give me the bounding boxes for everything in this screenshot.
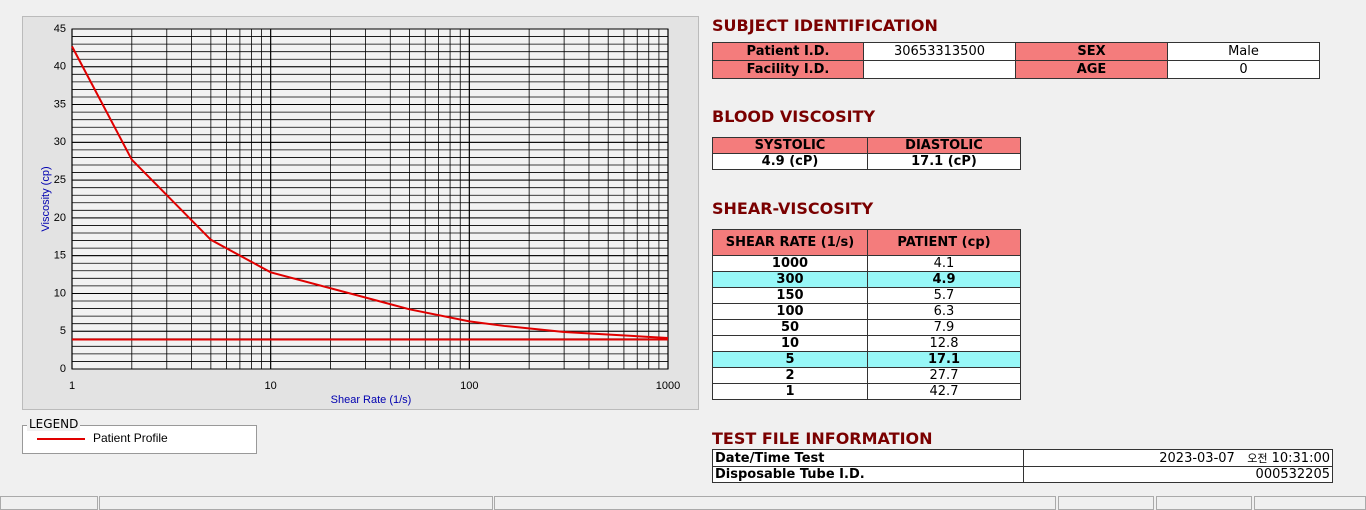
section-title: SHEAR-VISCOSITY	[712, 199, 874, 218]
y-tick-label: 30	[54, 136, 66, 148]
shear-rate: 10	[712, 335, 868, 352]
test-file-table: Date/Time Test 2023-03-07 오전 10:31:00 Dis…	[712, 449, 1333, 483]
legend-entry: Patient Profile	[93, 431, 168, 445]
header: SYSTOLIC	[712, 137, 868, 154]
shear-rate: 150	[712, 287, 868, 304]
label: SEX	[1015, 42, 1168, 61]
y-tick-label: 5	[60, 325, 66, 337]
y-tick-label: 10	[54, 287, 66, 299]
shear-rate: 50	[712, 319, 868, 336]
time: 10:31:00	[1271, 451, 1330, 466]
value: Male	[1167, 42, 1320, 61]
value: 4.9 (cP)	[712, 153, 868, 170]
series-line	[71, 45, 669, 340]
subject-table: Patient I.D. 30653313500 SEX Male Facility …	[712, 42, 1320, 79]
legend-title: LEGEND	[27, 417, 81, 431]
header: PATIENT (cp)	[867, 229, 1021, 256]
value: 000532205	[1023, 466, 1333, 483]
plot-frame	[71, 28, 669, 370]
y-tick-label: 0	[60, 363, 66, 375]
legend: LEGEND Patient Profile	[22, 417, 257, 454]
shear-rate: 1	[712, 383, 868, 400]
legend-swatch	[37, 438, 85, 440]
section-title: BLOOD VISCOSITY	[712, 107, 876, 126]
shear-rate: 2	[712, 367, 868, 384]
label: AGE	[1015, 60, 1168, 79]
x-axis-label: Shear Rate (1/s)	[331, 394, 412, 406]
viscosity: 5.7	[867, 287, 1021, 304]
y-tick-label: 35	[54, 98, 66, 110]
shear-table: SHEAR RATE (1/s) PATIENT (cp) 1000 4.1 300…	[712, 229, 1021, 400]
shear-rate: 1000	[712, 255, 868, 272]
section-title: TEST FILE INFORMATION	[712, 429, 933, 448]
viscosity: 4.9	[867, 271, 1021, 288]
shear-rate: 300	[712, 271, 868, 288]
plot-area	[72, 29, 668, 369]
shear-rate: 5	[712, 351, 868, 368]
x-tick-label: 10	[265, 380, 277, 392]
y-tick-label: 40	[54, 61, 66, 73]
viscosity: 42.7	[867, 383, 1021, 400]
viscosity: 4.1	[867, 255, 1021, 272]
blood-table: SYSTOLIC DIASTOLIC 4.9 (cP) 17.1 (cP)	[712, 137, 1021, 170]
ampm: 오전	[1247, 452, 1268, 465]
value: 0	[1167, 60, 1320, 79]
chart: Shear Rate (1/s) Viscosity (cp) 0 5 10 15 20…	[40, 23, 680, 406]
section-title: SUBJECT IDENTIFICATION	[712, 16, 938, 35]
value: 17.1 (cP)	[867, 153, 1021, 170]
y-axis-label: Viscosity (cp)	[40, 166, 52, 231]
viscosity: 6.3	[867, 303, 1021, 320]
y-tick-label: 15	[54, 250, 66, 262]
y-tick-label: 45	[54, 23, 66, 35]
label: Date/Time Test	[712, 449, 1024, 467]
viscosity: 12.8	[867, 335, 1021, 352]
y-tick-label: 20	[54, 212, 66, 224]
value	[863, 60, 1016, 79]
shear-rate: 100	[712, 303, 868, 320]
label: Patient I.D.	[712, 42, 864, 61]
label: Facility I.D.	[712, 60, 864, 79]
date: 2023-03-07	[1159, 451, 1235, 466]
label: Disposable Tube I.D.	[712, 466, 1024, 483]
value: 2023-03-07 오전 10:31:00	[1023, 449, 1333, 467]
y-tick-label: 25	[54, 174, 66, 186]
viscosity: 7.9	[867, 319, 1021, 336]
x-tick-label: 1000	[656, 380, 680, 392]
x-tick-label: 100	[460, 380, 478, 392]
value: 30653313500	[863, 42, 1016, 61]
header: SHEAR RATE (1/s)	[712, 229, 868, 256]
viscosity: 17.1	[867, 351, 1021, 368]
viscosity: 27.7	[867, 367, 1021, 384]
x-tick-label: 1	[69, 380, 75, 392]
header: DIASTOLIC	[867, 137, 1021, 154]
